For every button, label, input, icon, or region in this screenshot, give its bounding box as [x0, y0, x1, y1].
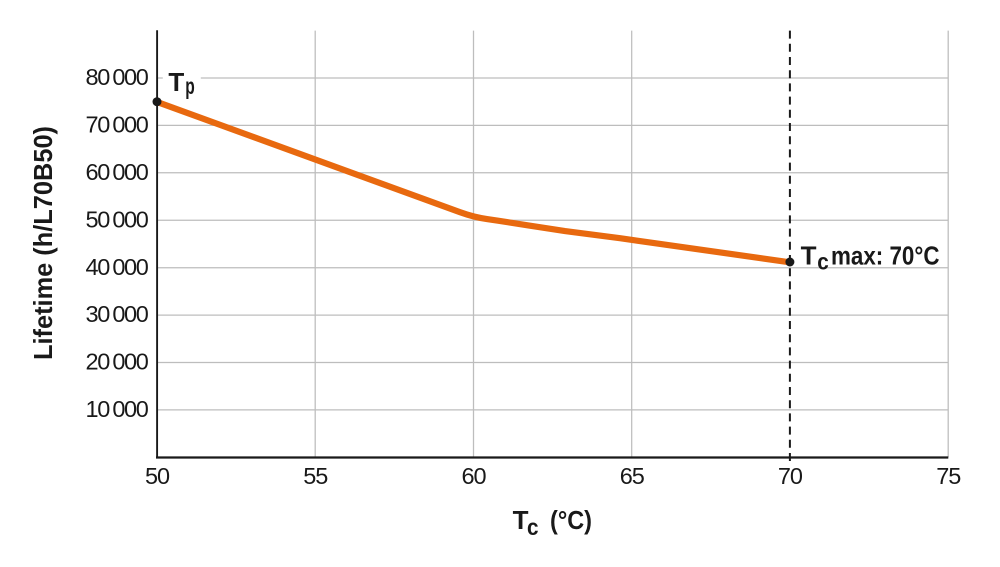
svg-text:(°C): (°C) [550, 505, 592, 535]
svg-text:max: 70°C: max: 70°C [831, 240, 940, 270]
svg-text:T: T [513, 505, 529, 535]
svg-text:p: p [185, 73, 195, 99]
svg-text:75: 75 [936, 463, 961, 489]
svg-text:c: c [817, 249, 829, 275]
svg-text:30 000: 30 000 [86, 301, 149, 327]
svg-text:70: 70 [778, 463, 803, 489]
svg-text:50 000: 50 000 [86, 206, 149, 232]
svg-text:Lifetime (h/L70B50): Lifetime (h/L70B50) [28, 126, 58, 360]
svg-text:40 000: 40 000 [86, 254, 149, 280]
svg-text:10 000: 10 000 [86, 396, 149, 422]
svg-text:T: T [168, 67, 184, 97]
svg-text:55: 55 [303, 463, 328, 489]
svg-text:60 000: 60 000 [86, 159, 149, 185]
svg-text:c: c [527, 514, 539, 540]
svg-text:80 000: 80 000 [86, 64, 149, 90]
svg-text:T: T [801, 240, 817, 270]
svg-text:70 000: 70 000 [86, 112, 149, 138]
svg-text:20 000: 20 000 [86, 349, 149, 375]
svg-text:60: 60 [462, 463, 487, 489]
svg-text:50: 50 [145, 463, 170, 489]
svg-text:65: 65 [620, 463, 645, 489]
